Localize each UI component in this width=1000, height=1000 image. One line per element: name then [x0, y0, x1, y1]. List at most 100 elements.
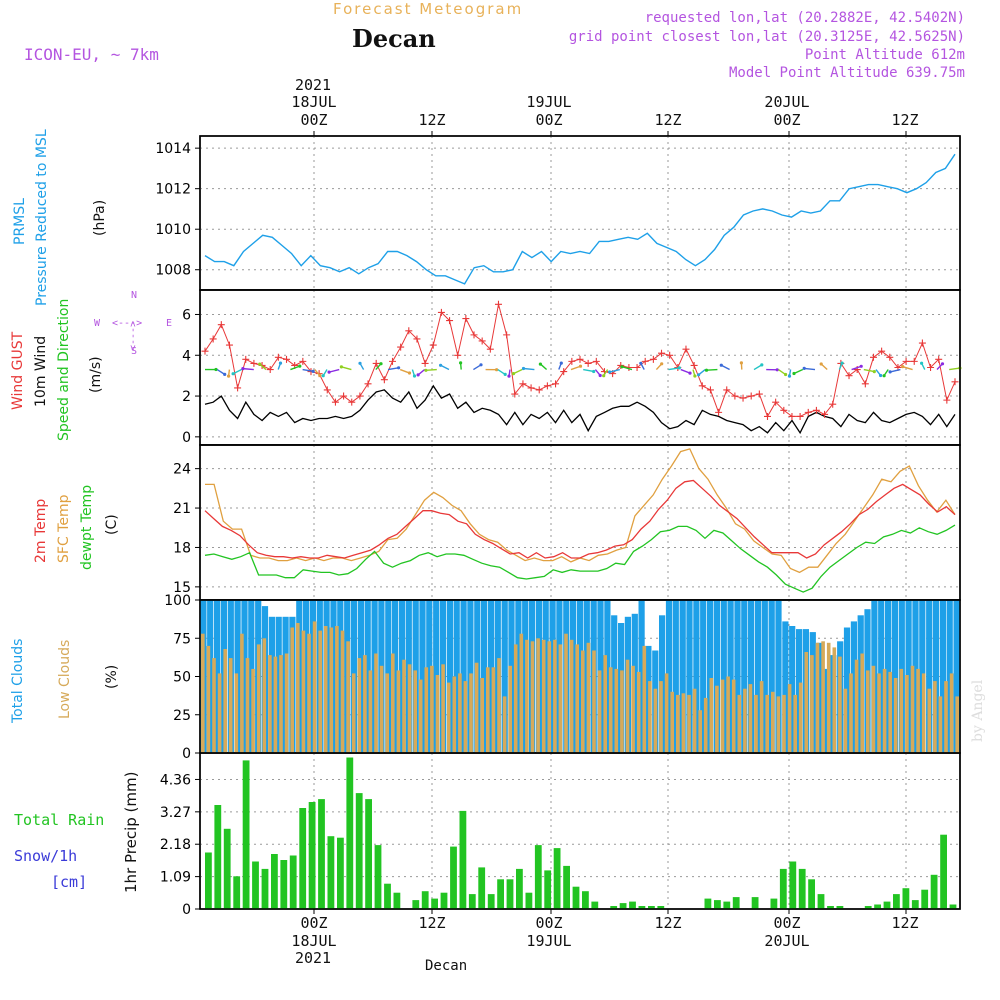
total-cloud-bar	[946, 600, 953, 753]
low-cloud-bar	[491, 667, 496, 753]
total-cloud-bar	[912, 600, 919, 753]
low-cloud-bar	[262, 638, 267, 754]
low-cloud-bar	[798, 682, 803, 753]
wind-direction-arrowhead	[739, 361, 744, 365]
gust-marker	[535, 386, 543, 394]
low-cloud-bar	[340, 630, 345, 753]
total-cloud-bar	[782, 621, 789, 753]
gust-marker	[494, 300, 502, 308]
wind-direction-arrowhead	[538, 362, 543, 366]
low-cloud-bar	[765, 694, 769, 753]
wind-direction-arrow	[242, 367, 254, 371]
precip-bar	[308, 802, 316, 909]
total-cloud-bar	[748, 600, 755, 753]
compass-n: N	[131, 290, 138, 301]
gust-marker	[902, 357, 910, 365]
low-cloud-bar	[838, 656, 842, 753]
low-cloud-bar	[782, 694, 786, 753]
precip-bar	[214, 805, 222, 909]
precip-bar	[798, 868, 806, 909]
ytick-label-4-2: 50	[173, 670, 191, 686]
snow-unit: [cm]	[51, 873, 88, 891]
low-cloud-bar	[424, 667, 429, 753]
wind-direction-arrowhead	[227, 374, 231, 378]
ytick-label-5-3: 3.27	[160, 805, 191, 821]
top-axis-time-2: 12Z	[418, 111, 446, 129]
low-cloud-bar	[223, 649, 227, 753]
wind-direction-arrowhead	[407, 371, 412, 375]
precip-bar	[252, 861, 259, 909]
low-cloud-bar	[860, 653, 864, 753]
gust-marker	[552, 380, 560, 388]
low-cloud-bar	[452, 676, 457, 753]
precip-bar	[487, 894, 495, 909]
low-cloud-bar	[430, 665, 434, 753]
wind-direction-arrowhead	[318, 373, 322, 377]
low-cloud-bar	[625, 659, 630, 753]
gust-marker	[429, 341, 437, 349]
gust-marker	[568, 357, 576, 365]
compass-s: S	[131, 346, 138, 357]
ytick-label-3-0: 15	[173, 580, 191, 596]
wind-direction-arrow	[863, 368, 875, 373]
wind-direction-arrow	[399, 368, 410, 374]
total-cloud-bar	[789, 626, 796, 753]
gust-marker	[331, 398, 339, 406]
precip-bar	[610, 906, 618, 909]
total-rain-label: Total Rain	[14, 811, 105, 829]
wind-direction-arrowhead	[784, 372, 788, 377]
low-cloud-bar	[212, 658, 216, 753]
wind-direction-arrowhead	[592, 369, 596, 374]
meteogram-title: Forecast Meteogram	[333, 0, 524, 18]
low-cloud-bar	[608, 667, 613, 753]
total-cloud-bar	[481, 600, 488, 753]
precip-bar	[827, 906, 834, 909]
wind-direction-arrowhead	[503, 372, 507, 376]
wind-direction-arrowhead	[339, 365, 343, 369]
precip-bar	[930, 874, 938, 909]
low-cloud-bar	[854, 659, 859, 753]
ytick-label-2-3: 6	[182, 307, 191, 323]
wind-direction-arrowhead	[358, 361, 362, 365]
ytick-label-5-2: 2.18	[160, 837, 191, 853]
low-cloud-bar	[513, 644, 518, 753]
wind-direction-arrowhead	[697, 373, 701, 377]
low-cloud-bar	[541, 639, 546, 753]
low-cloud-bar	[463, 681, 468, 753]
low-cloud-bar	[217, 673, 222, 753]
low-cloud-bar	[240, 633, 244, 753]
low-cloud-bar	[737, 694, 742, 753]
ytick-label-3-3: 24	[173, 462, 191, 478]
low-cloud-bar	[726, 676, 730, 753]
precip-bar	[940, 834, 947, 909]
wind-direction-arrowhead	[241, 367, 245, 371]
ytick-label-4-3: 75	[173, 631, 191, 647]
ytick-label-2-1: 2	[182, 389, 191, 405]
low-cloud-bar	[530, 641, 535, 753]
precip-bar	[648, 906, 655, 909]
precip-bar	[732, 897, 740, 909]
total-cloud-bar	[364, 600, 371, 753]
low-cloud-bar	[642, 645, 647, 753]
gust-marker	[405, 327, 413, 335]
top-axis-date-3: 19JUL	[526, 93, 572, 111]
low-cloud-bar	[502, 696, 507, 753]
precip-bar	[421, 891, 429, 909]
gust-marker	[927, 364, 935, 371]
gust-marker	[364, 380, 372, 388]
total-cloud-bar	[398, 600, 406, 753]
total-cloud-bar	[734, 600, 741, 753]
gust-marker	[764, 412, 771, 420]
precip-bar	[365, 799, 372, 909]
precip-bar	[714, 900, 721, 909]
gust-marker	[266, 366, 274, 374]
low-cloud-bar	[905, 675, 909, 753]
low-cloud-bar	[715, 685, 719, 753]
total-cloud-bar	[549, 600, 556, 753]
low-cloud-bar	[228, 658, 233, 753]
gust-marker	[503, 331, 511, 339]
gust-marker	[217, 321, 225, 329]
low-cloud-bar	[933, 681, 937, 753]
bottom-axis-year: 2021	[294, 949, 332, 967]
total-cloud-bar	[392, 600, 399, 753]
